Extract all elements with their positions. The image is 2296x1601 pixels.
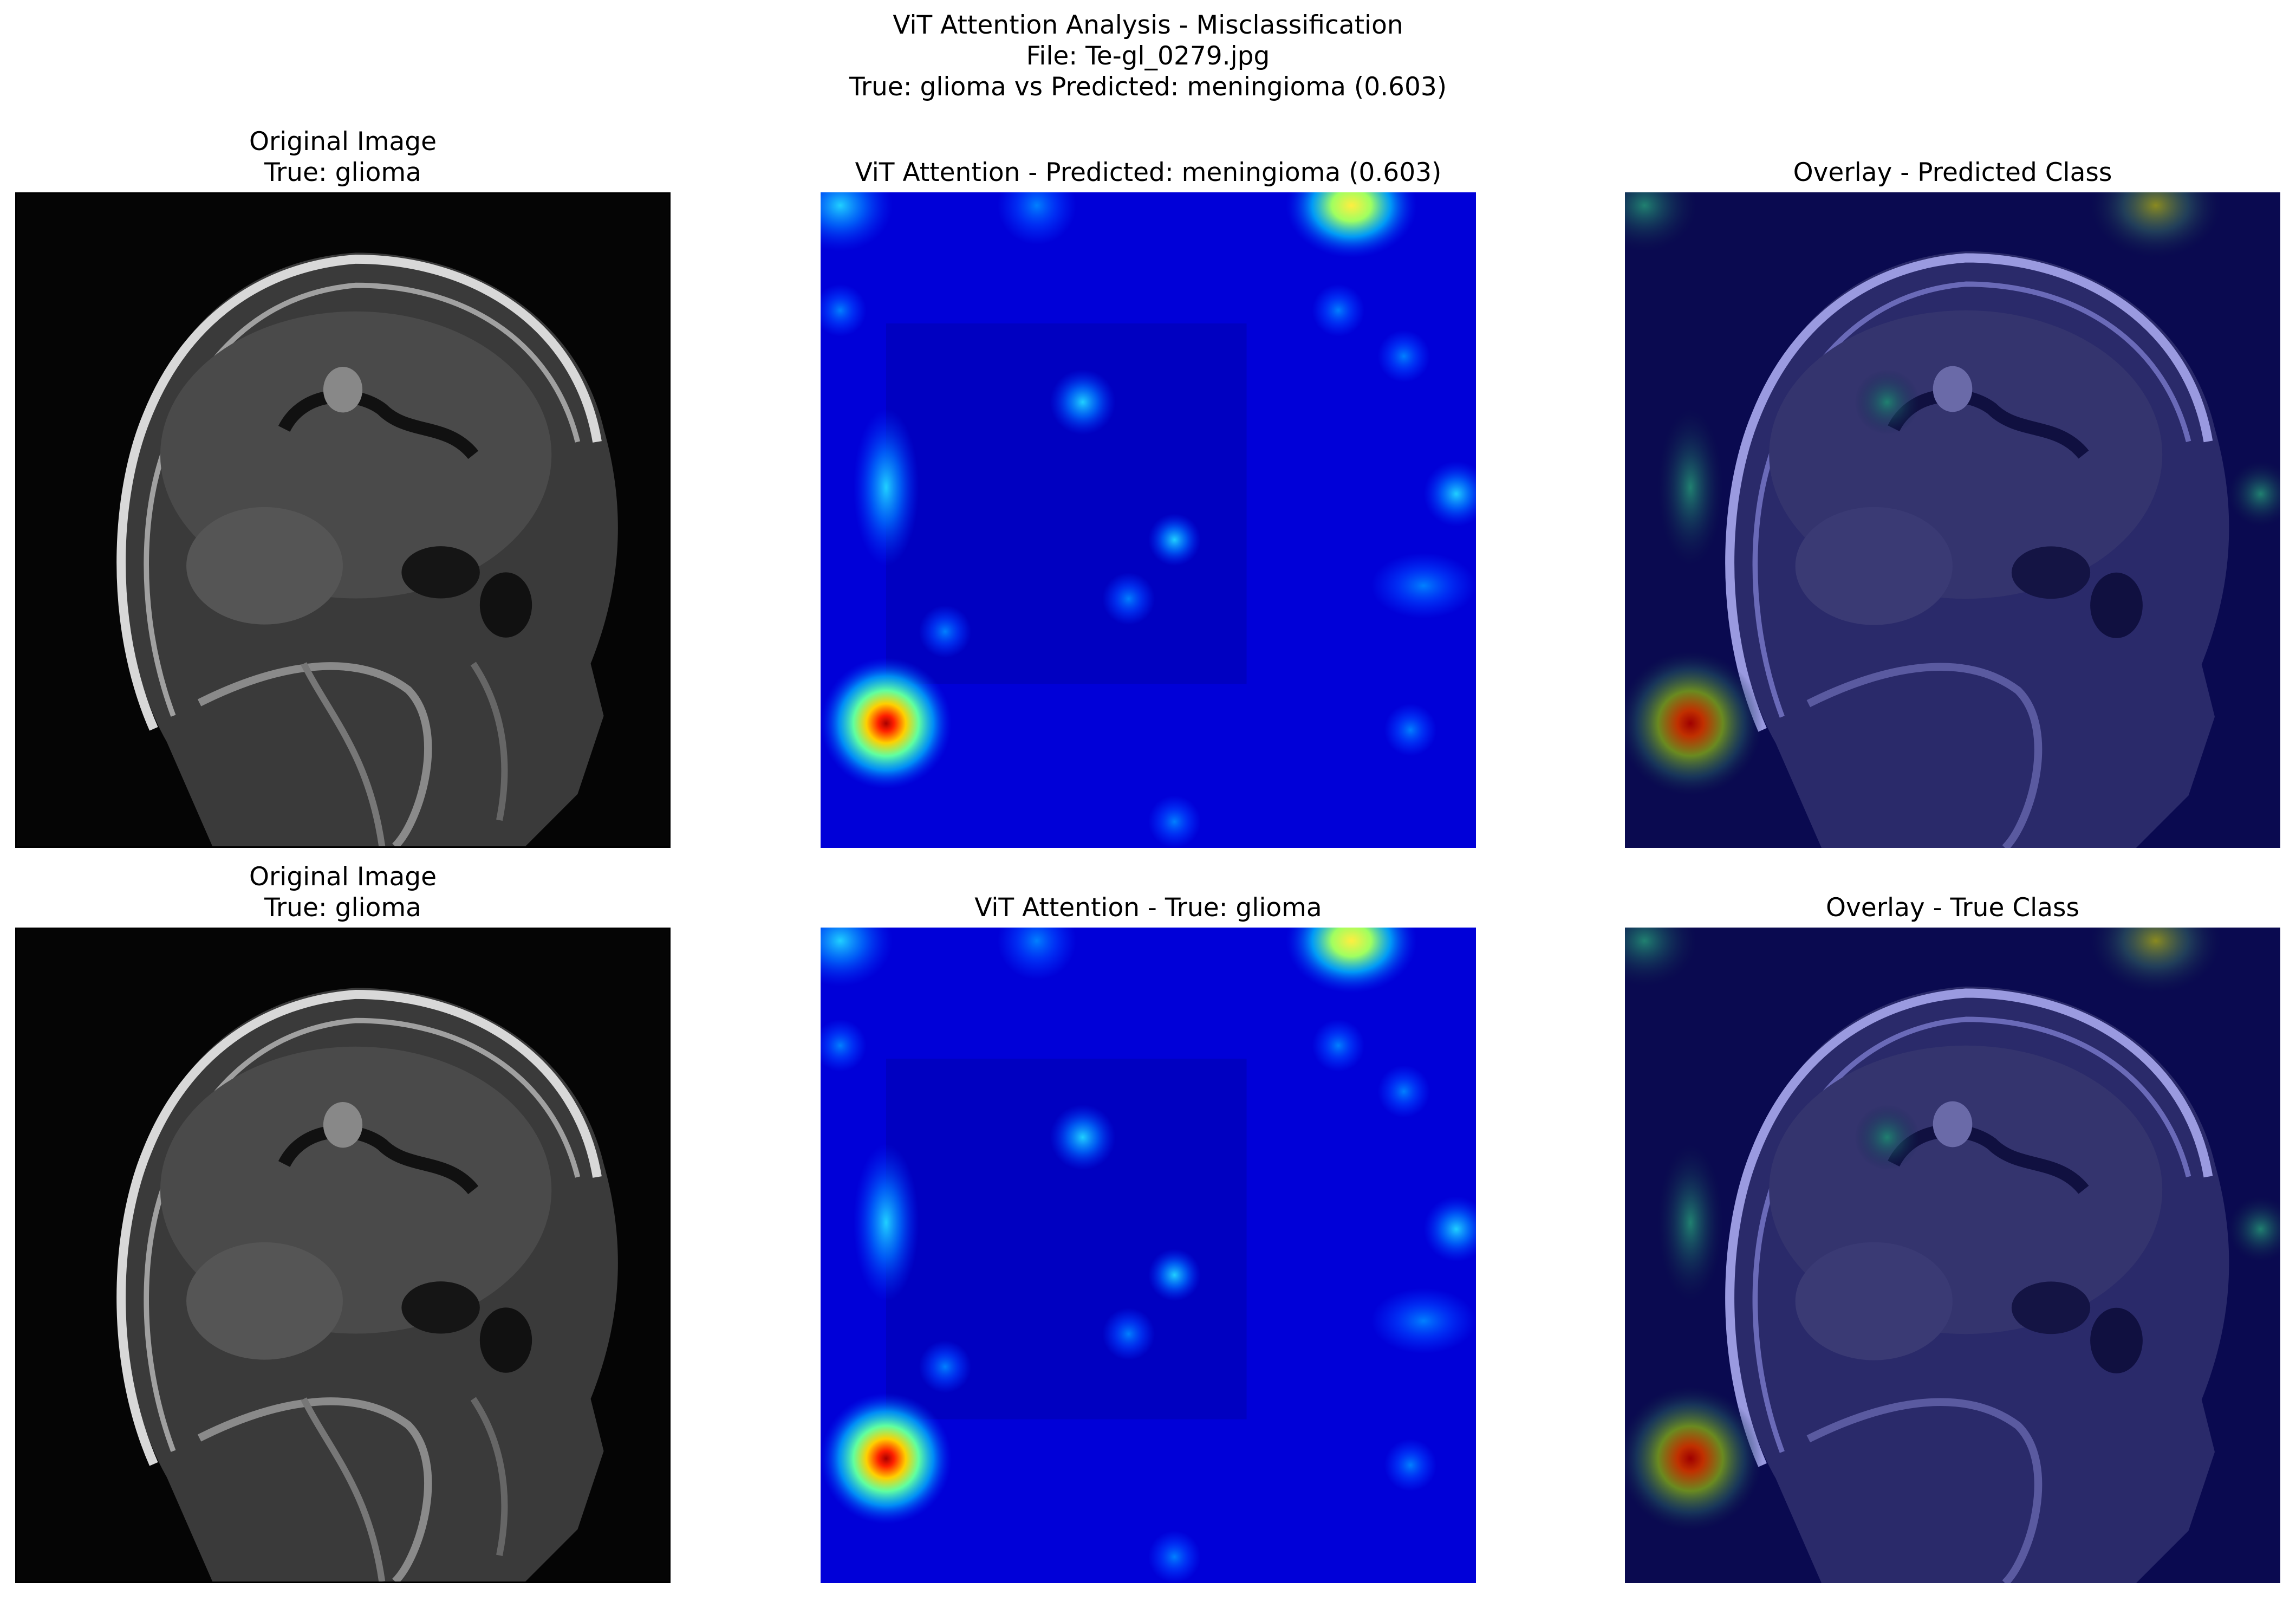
figure-title-line2: File: Te-gl_0279.jpg <box>1026 41 1270 71</box>
heatmap-image <box>821 928 1476 1583</box>
overlay-panel-row1 <box>1625 192 2280 848</box>
original-mri-panel-row2 <box>15 928 671 1583</box>
figure-title: ViT Attention Analysis - Misclassificati… <box>0 10 2296 102</box>
figure-title-line3: True: glioma vs Predicted: meningioma (0… <box>849 72 1447 102</box>
attention-heatmap-row1 <box>821 192 1476 848</box>
overlay-image <box>1625 192 2280 848</box>
original-title-line2: True: glioma <box>264 893 421 923</box>
brain-mri-image <box>17 194 669 846</box>
overlay-title-row2: Overlay - True Class <box>1826 893 2079 923</box>
overlay-title-row1: Overlay - Predicted Class <box>1793 158 2112 187</box>
attention-heatmap-row2 <box>821 928 1476 1583</box>
brain-mri-image <box>17 929 669 1581</box>
original-title-line2: True: glioma <box>264 158 421 187</box>
heatmap-image <box>821 192 1476 848</box>
original-title-row2: Original Image True: glioma <box>15 861 671 923</box>
original-title-line1: Original Image <box>249 862 437 892</box>
original-title-row1: Original Image True: glioma <box>15 126 671 188</box>
original-mri-panel-row1 <box>15 192 671 848</box>
overlay-image <box>1625 928 2280 1583</box>
attention-title-row1: ViT Attention - Predicted: meningioma (0… <box>855 158 1442 187</box>
original-title-line1: Original Image <box>249 127 437 157</box>
attention-title-row2: ViT Attention - True: glioma <box>974 893 1322 923</box>
overlay-panel-row2 <box>1625 928 2280 1583</box>
figure-title-line1: ViT Attention Analysis - Misclassificati… <box>893 10 1403 40</box>
